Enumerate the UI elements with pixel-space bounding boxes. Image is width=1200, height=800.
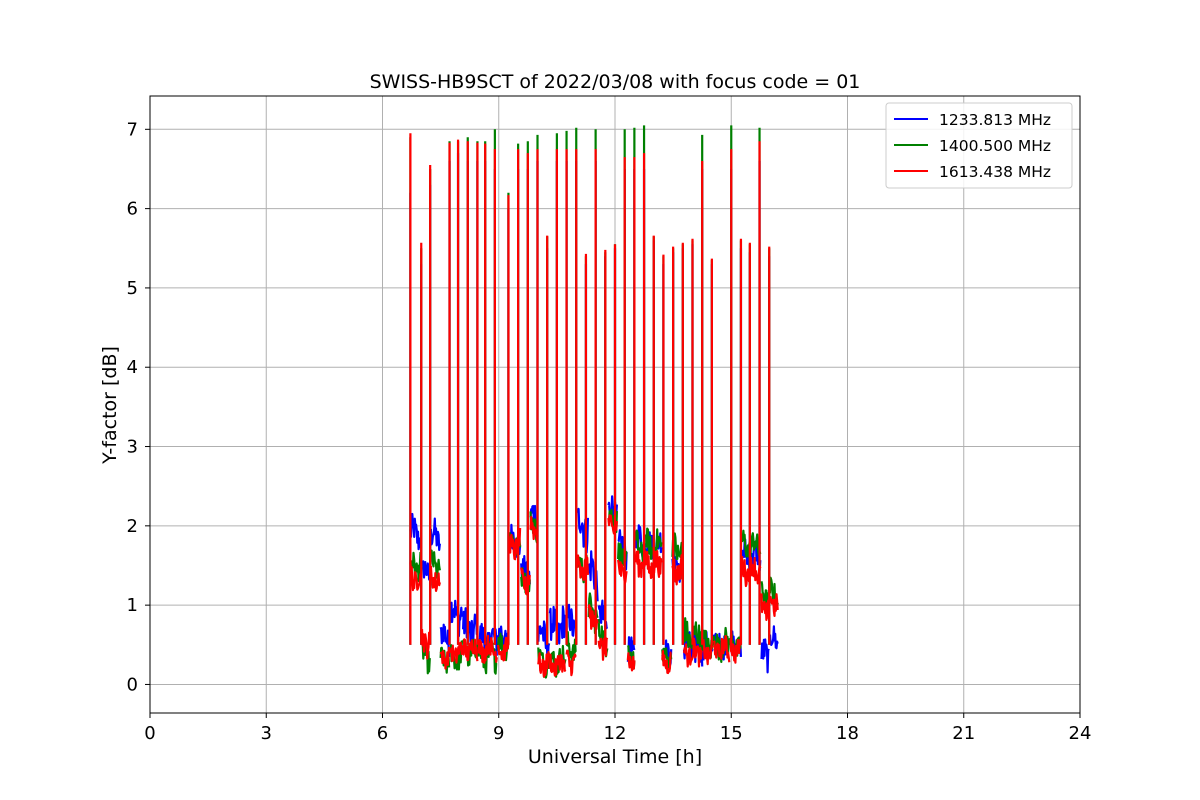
chart-title: SWISS-HB9SCT of 2022/03/08 with focus co…	[370, 71, 861, 93]
series-segment	[429, 517, 441, 552]
legend-entry-label: 1233.813 MHz	[939, 111, 1051, 129]
x-tick-label: 21	[952, 723, 975, 744]
series-segment	[768, 625, 779, 650]
x-tick-label: 3	[261, 723, 272, 744]
y-tick-label: 0	[127, 674, 138, 695]
series-segment	[462, 607, 479, 645]
series-segment	[565, 649, 577, 677]
series-segment	[548, 644, 567, 678]
series-segment	[548, 653, 567, 677]
series-segment	[712, 634, 731, 663]
series-segment	[529, 515, 539, 541]
y-tick-label: 7	[127, 119, 138, 140]
x-tick-label: 9	[493, 723, 504, 744]
series-segment	[420, 560, 431, 581]
y-axis-label: Y-factor [dB]	[99, 346, 121, 465]
y-tick-label: 5	[127, 278, 138, 299]
y-tick-label: 4	[127, 357, 138, 378]
series-segment	[420, 629, 431, 660]
series-segment	[449, 641, 463, 664]
series-segment	[626, 652, 636, 672]
x-tick-label: 24	[1069, 723, 1092, 744]
series-segment	[496, 636, 510, 662]
y-tick-label: 3	[127, 437, 138, 458]
series-segment	[768, 593, 779, 618]
x-axis-label: Universal Time [h]	[528, 746, 702, 768]
x-tick-label: 15	[720, 723, 743, 744]
series-segment	[682, 637, 703, 668]
series-segment	[760, 638, 770, 674]
series-segment	[477, 634, 498, 664]
legend-entry-label: 1613.438 MHz	[939, 163, 1051, 181]
y-tick-label: 1	[127, 595, 138, 616]
series-segment	[741, 529, 762, 562]
series-1613438-mhz	[409, 133, 779, 678]
series-segment	[566, 603, 578, 640]
series-segment	[702, 639, 714, 666]
y-tick-label: 2	[127, 516, 138, 537]
series-segment	[409, 512, 422, 551]
series-segment	[741, 556, 762, 588]
series-segment	[439, 646, 451, 670]
plot-area	[409, 125, 779, 679]
series-segment	[439, 623, 451, 657]
series-segment	[565, 630, 577, 666]
legend-entry-label: 1400.500 MHz	[939, 137, 1051, 155]
x-tick-label: 0	[144, 723, 155, 744]
series-segment	[429, 549, 441, 579]
series-segment	[597, 637, 609, 661]
legend: 1233.813 MHz 1400.500 MHz 1613.438 MHz	[885, 102, 1073, 189]
series-segment	[409, 562, 422, 592]
series-segment	[429, 565, 441, 593]
legend-box	[885, 102, 1073, 189]
series-segment	[760, 593, 770, 622]
x-tick-label: 12	[604, 723, 627, 744]
series-segment	[661, 649, 672, 675]
y-tick-label: 6	[127, 199, 138, 220]
x-tick-label: 18	[836, 723, 859, 744]
series-segment	[729, 638, 742, 664]
series-segment	[449, 599, 463, 638]
x-tick-label: 6	[377, 723, 388, 744]
series-segment	[462, 638, 479, 662]
series-segment	[537, 650, 551, 678]
